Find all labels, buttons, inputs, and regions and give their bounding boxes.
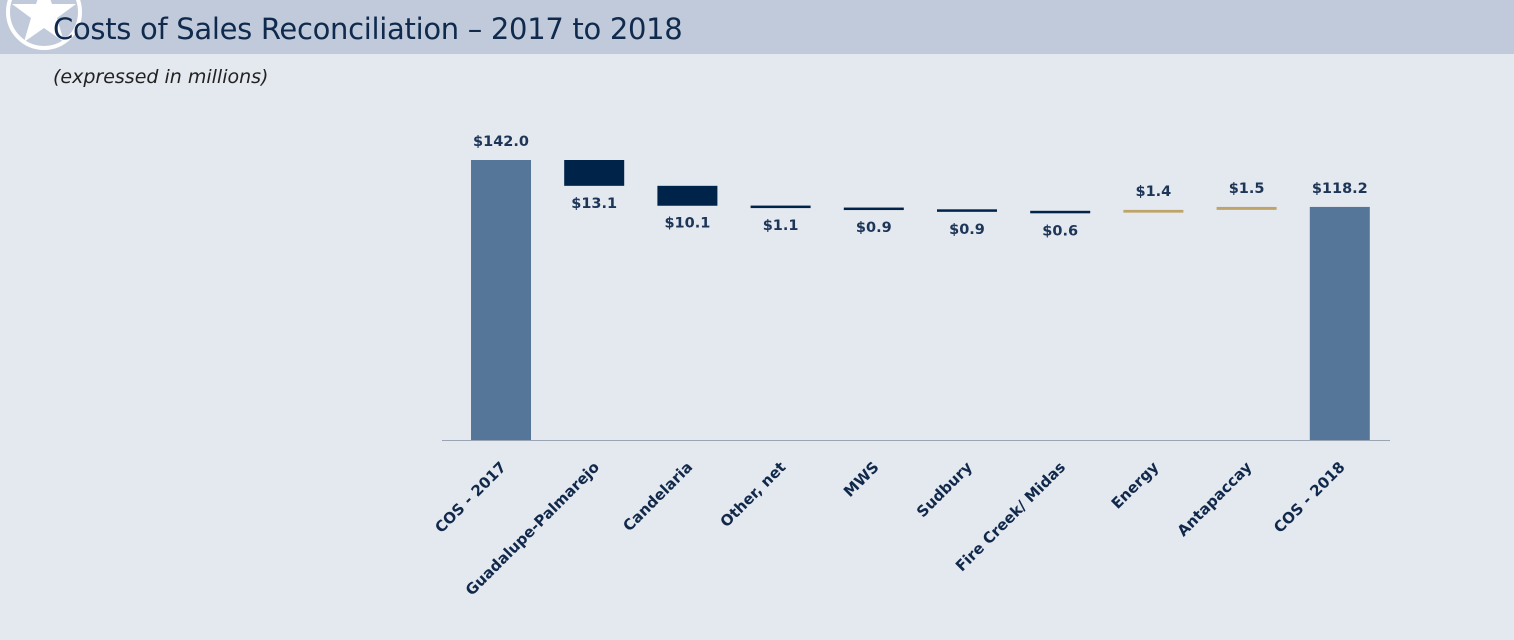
data-label-4: $0.9: [856, 220, 892, 236]
page-title: Costs of Sales Reconciliation – 2017 to …: [53, 12, 683, 46]
page-subtitle: (expressed in millions): [53, 66, 269, 88]
data-label-6: $0.6: [1042, 223, 1078, 239]
category-label-9: COS - 2018: [1270, 458, 1348, 536]
bar-7: [1123, 209, 1184, 213]
bar-2: [657, 185, 718, 206]
bar-4: [843, 207, 904, 211]
bar-0: [471, 160, 531, 440]
header-band: [0, 0, 1514, 54]
category-label-4: MWS: [840, 458, 883, 501]
star-logo-icon: [6, 0, 82, 50]
data-label-8: $1.5: [1229, 181, 1265, 197]
category-label-0: COS - 2017: [431, 458, 509, 536]
category-label-7: Energy: [1108, 458, 1163, 513]
data-label-9: $118.2: [1312, 181, 1368, 197]
bar-5: [937, 209, 997, 212]
data-label-1: $13.1: [571, 196, 617, 212]
data-label-7: $1.4: [1136, 184, 1172, 200]
data-label-5: $0.9: [949, 222, 985, 238]
bar-1: [564, 160, 625, 186]
bar-3: [750, 205, 811, 209]
data-label-3: $1.1: [763, 218, 799, 234]
category-label-8: Antapaccay: [1174, 458, 1256, 540]
bar-6: [1030, 210, 1091, 214]
bar-9: [1309, 206, 1370, 440]
category-label-5: Sudbury: [913, 458, 976, 521]
data-label-0: $142.0: [473, 134, 529, 150]
category-label-2: Candelaria: [619, 458, 696, 535]
bar-8: [1216, 206, 1277, 210]
data-label-2: $10.1: [664, 216, 710, 232]
category-label-3: Other, net: [717, 458, 790, 531]
